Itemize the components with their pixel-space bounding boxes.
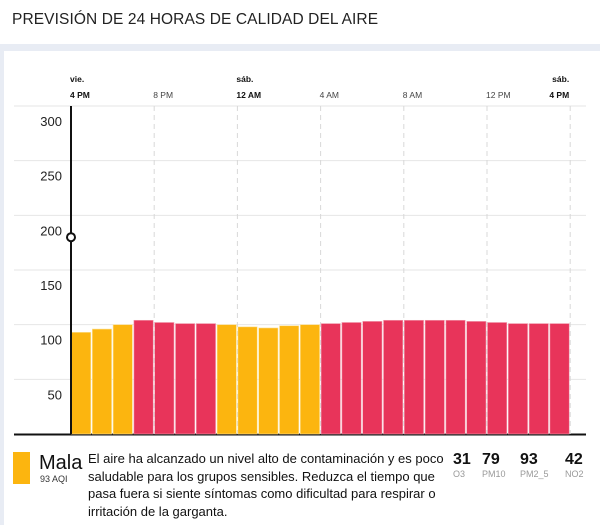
aqi-bar <box>403 319 424 435</box>
x-tick-day-label: vie. <box>70 74 84 84</box>
aqi-bar <box>258 327 279 435</box>
aqi-bar <box>279 325 300 435</box>
aqi-bar <box>528 323 549 435</box>
x-tick-time-label: 4 PM <box>70 90 90 100</box>
aqi-bar <box>549 323 570 435</box>
header: PREVISIÓN DE 24 HORAS DE CALIDAD DEL AIR… <box>0 0 600 44</box>
aqi-bar <box>175 323 196 435</box>
pollutant-name: O3 <box>453 469 466 479</box>
chart-card <box>4 51 600 525</box>
aqi-bar <box>341 322 362 435</box>
aqi-bar <box>92 328 112 435</box>
x-tick-time-label: 12 AM <box>236 90 261 100</box>
x-tick-day-label: sáb. <box>552 74 569 84</box>
x-tick-day-label: sáb. <box>236 74 253 84</box>
time-cursor-handle <box>66 232 76 243</box>
aqi-bar <box>196 323 216 435</box>
x-tick-time-label: 12 PM <box>486 90 511 100</box>
aqi-value-label: 93 AQI <box>40 474 68 484</box>
y-tick-label: 50 <box>48 387 62 402</box>
pollutant-value: 42 <box>565 451 583 468</box>
aqi-bar <box>507 323 528 435</box>
aqi-bar <box>466 321 487 435</box>
aqi-forecast-chart: 50 100 150 200 250 300 vie. 4 PM 8 PM sáb. 12 AM 4… <box>14 74 586 436</box>
aqi-bar <box>383 319 404 435</box>
pollutant-pm25: 93 PM2_5 <box>520 451 549 479</box>
pollutant-value: 79 <box>482 451 500 468</box>
aqi-bar <box>445 319 466 435</box>
aqi-bar <box>133 319 154 435</box>
aqi-bar <box>237 326 258 435</box>
aqi-bar <box>424 319 445 435</box>
category-color-swatch <box>13 452 30 484</box>
page-title: PREVISIÓN DE 24 HORAS DE CALIDAD DEL AIR… <box>12 11 379 28</box>
y-tick-label: 250 <box>40 169 62 184</box>
x-tick-time-label: 8 AM <box>403 90 422 100</box>
pollutant-o3: 31 O3 <box>453 451 471 479</box>
x-tick-time-label: 4 PM <box>549 90 569 100</box>
y-tick-label: 100 <box>40 333 62 348</box>
y-tick-label: 200 <box>40 223 62 238</box>
pollutant-value: 93 <box>520 451 538 468</box>
pollutant-no2: 42 NO2 <box>565 451 584 479</box>
pollutant-value: 31 <box>453 451 471 468</box>
aqi-bar <box>112 324 133 435</box>
aqi-bar <box>154 322 175 435</box>
x-tick-time-label: 8 PM <box>153 90 173 100</box>
pollutant-name: NO2 <box>565 469 584 479</box>
pollutant-pm10: 79 PM10 <box>482 451 506 479</box>
aqi-bar <box>216 324 237 435</box>
aqi-bar <box>487 322 508 435</box>
pollutant-name: PM10 <box>482 469 506 479</box>
health-advice-text: El aire ha alcanzado un nivel alto de co… <box>88 451 444 519</box>
y-tick-label: 300 <box>40 114 62 129</box>
aqi-bar <box>362 321 383 435</box>
aqi-category-label: Mala <box>39 452 83 474</box>
pollutant-name: PM2_5 <box>520 469 549 479</box>
aqi-bar <box>71 332 92 435</box>
aqi-bar <box>299 324 320 435</box>
y-tick-label: 150 <box>40 278 62 293</box>
aqi-bar <box>320 323 341 435</box>
x-tick-time-label: 4 AM <box>320 90 339 100</box>
